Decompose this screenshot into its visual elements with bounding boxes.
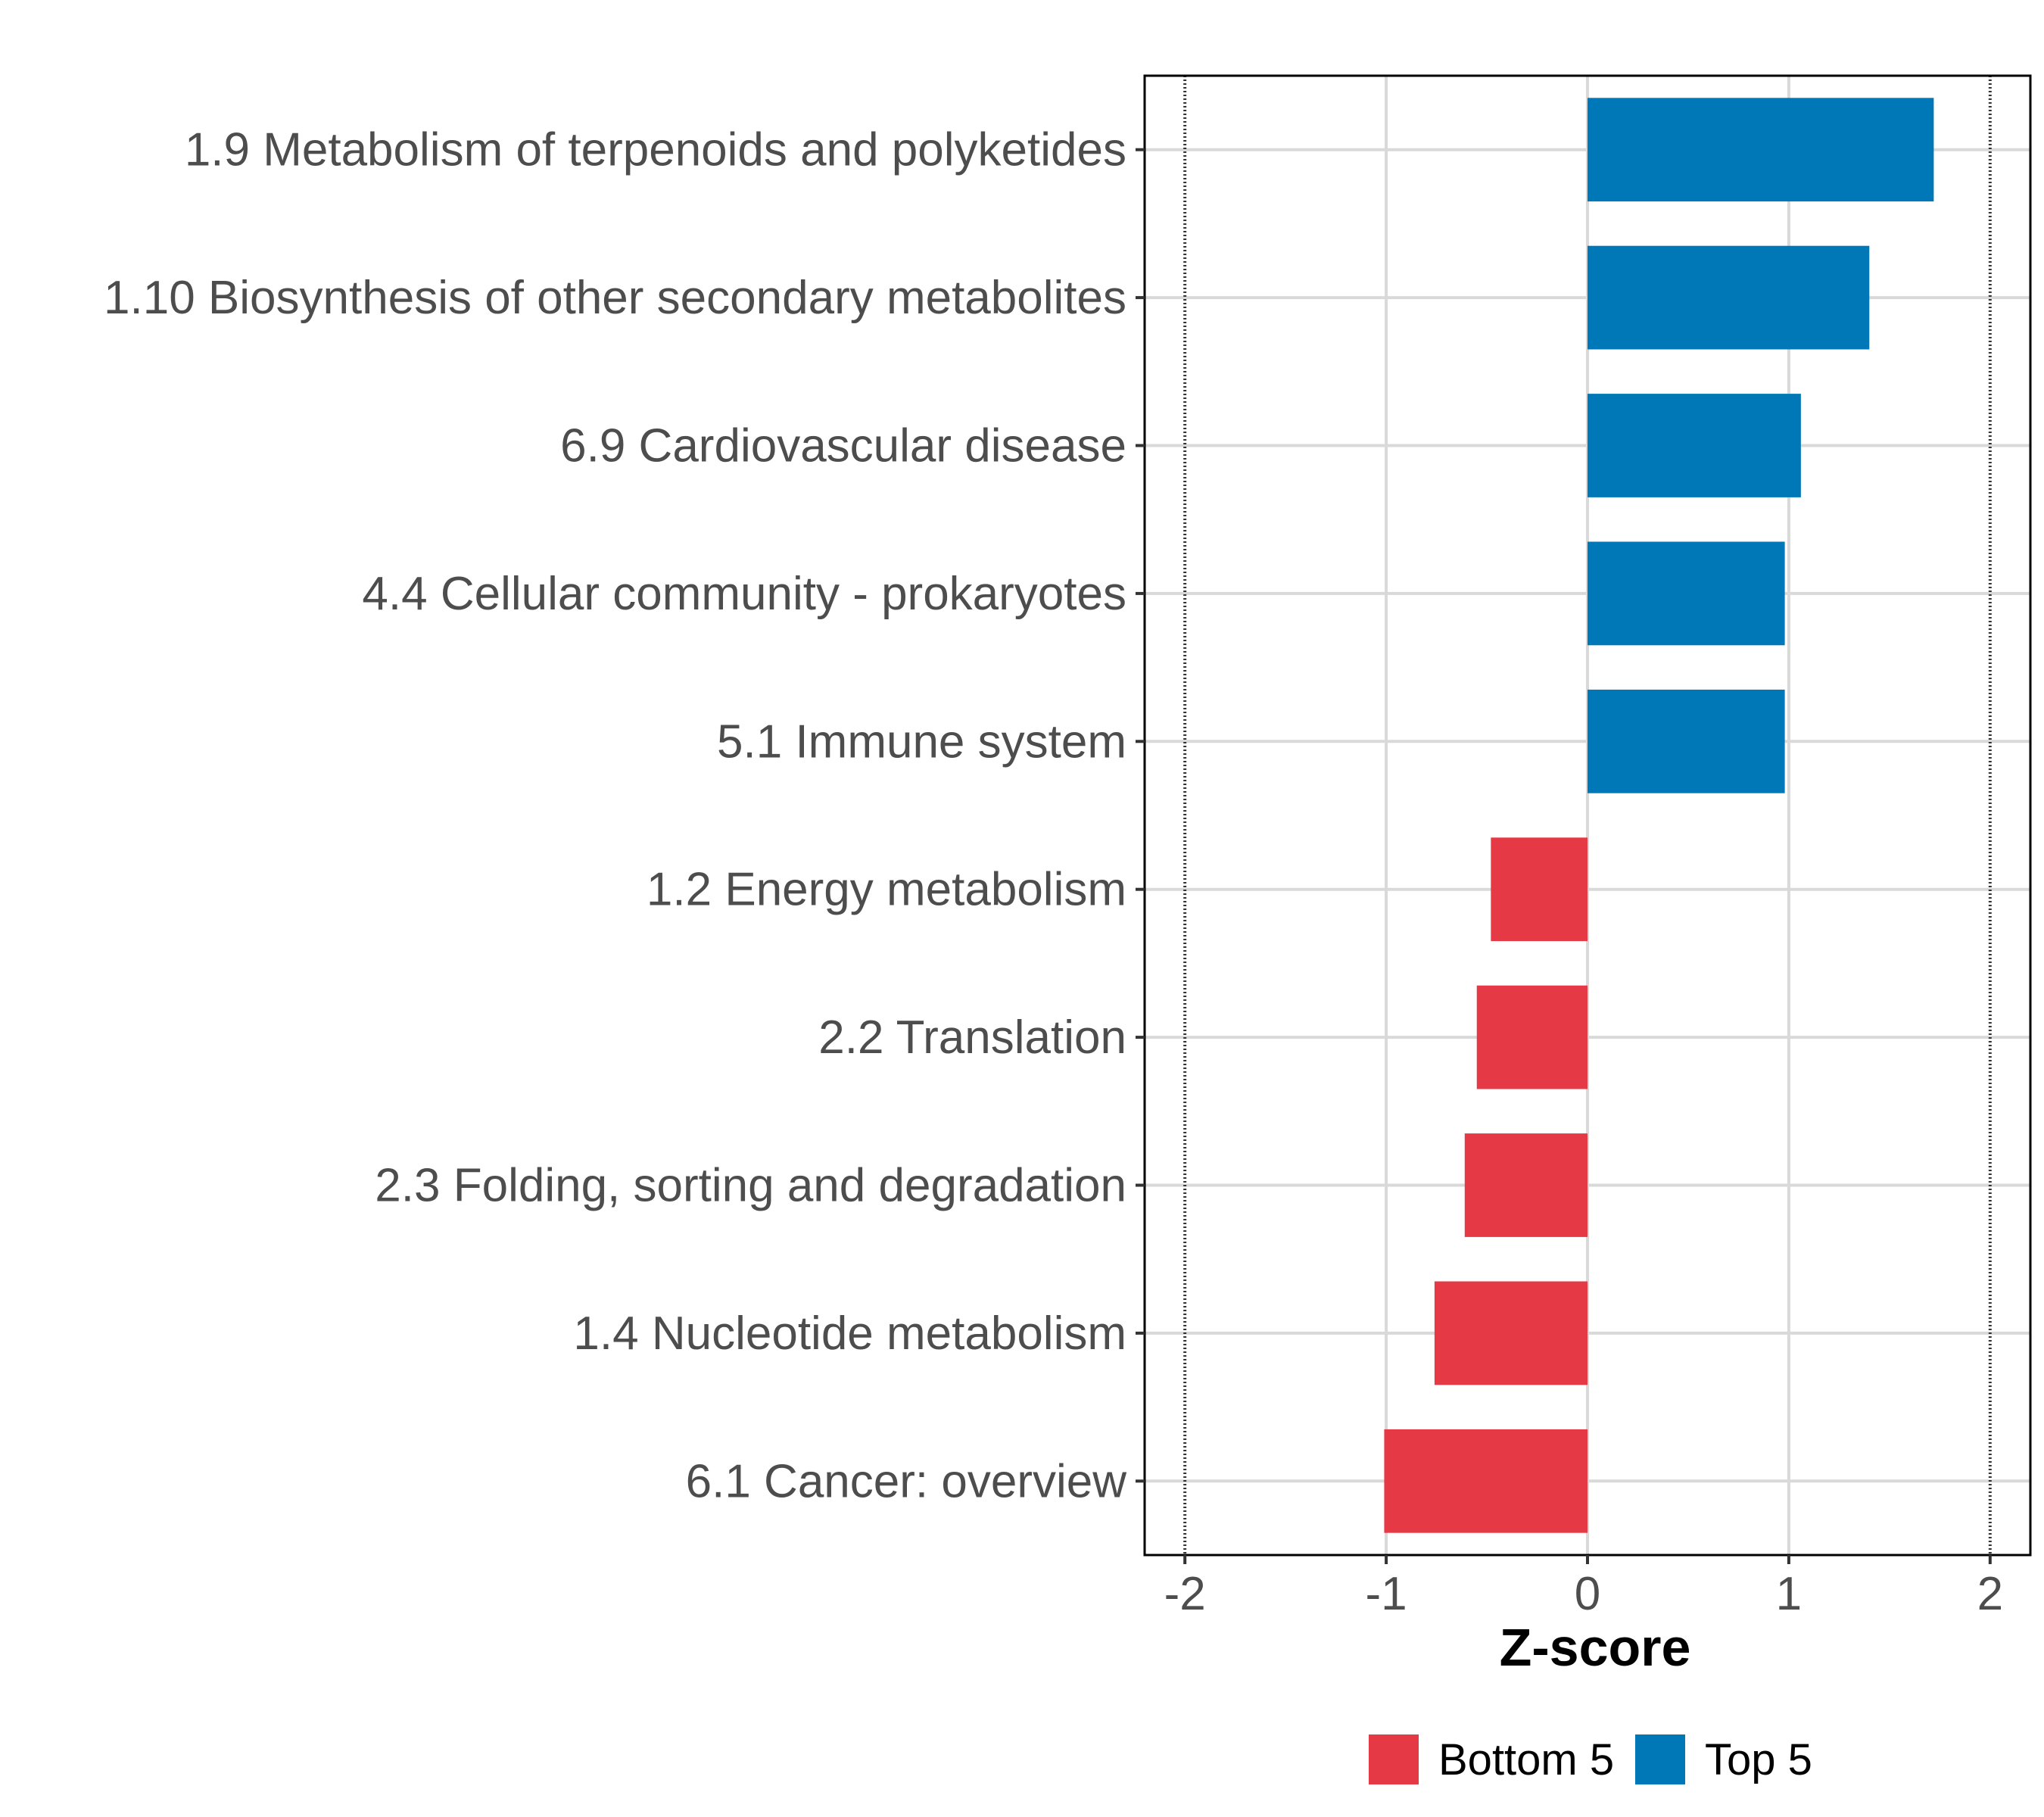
bar-7 [1476,985,1588,1089]
y-axis: 1.9 Metabolism of terpenoids and polyket… [104,124,1145,1507]
x-axis-title: Z-score [1500,1618,1691,1677]
x-tick-label: -2 [1164,1568,1206,1620]
reference-lines [1183,76,1992,1555]
bar-10 [1384,1429,1588,1533]
y-tick-label: 2.3 Folding, sorting and degradation [375,1160,1126,1212]
y-tick-label: 6.1 Cancer: overview [686,1455,1127,1507]
x-tick-label: -1 [1366,1568,1407,1620]
x-tick-label: 2 [1977,1568,2003,1620]
bar-6 [1491,837,1588,942]
y-tick-label: 2.2 Translation [818,1011,1126,1064]
bar-3 [1588,394,1801,497]
legend-swatch-2 [1635,1734,1685,1784]
x-axis: -2 -1 0 1 2 [1164,1555,2003,1620]
y-tick-label: 4.4 Cellular community - prokaryotes [362,568,1126,620]
y-tick-label: 5.1 Immune system [717,715,1126,768]
legend-swatch-1 [1369,1734,1419,1784]
bar-5 [1588,689,1785,793]
bar-1 [1588,98,1934,202]
y-tick-label: 6.9 Cardiovascular disease [560,420,1126,472]
legend-label-1: Bottom 5 [1438,1735,1614,1784]
legend-label-2: Top 5 [1705,1735,1812,1784]
bar-9 [1434,1281,1588,1385]
x-tick-label: 1 [1776,1568,1802,1620]
bar-8 [1464,1133,1588,1237]
bar-2 [1588,245,1870,350]
bar-4 [1588,541,1785,646]
y-tick-label: 1.4 Nucleotide metabolism [573,1307,1126,1360]
y-tick-label: 1.10 Biosynthesis of other secondary met… [104,272,1126,324]
bars [1384,98,1934,1533]
y-tick-label: 1.9 Metabolism of terpenoids and polyket… [185,124,1126,176]
x-tick-label: 0 [1575,1568,1600,1620]
legend: Bottom 5 Top 5 [1369,1734,1812,1784]
y-tick-label: 1.2 Energy metabolism [647,864,1126,916]
